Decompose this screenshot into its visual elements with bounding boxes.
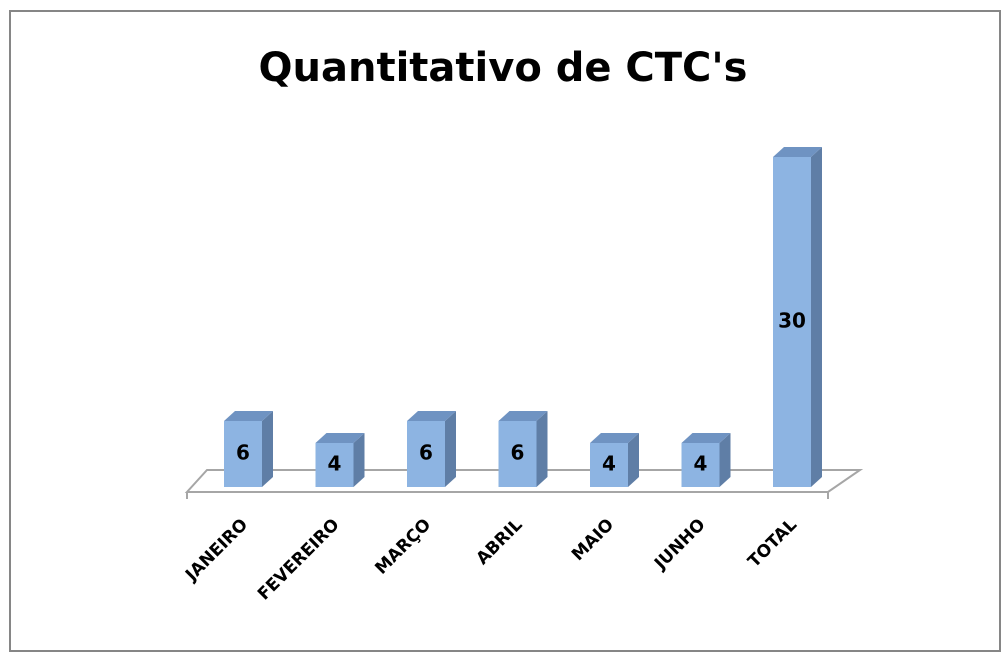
bar	[498, 421, 537, 487]
bar-side	[353, 433, 365, 487]
data-label: 4	[694, 452, 708, 476]
bar-top	[590, 433, 639, 443]
bar	[224, 421, 262, 487]
bar	[590, 443, 628, 487]
bar	[773, 157, 811, 487]
data-label: 6	[236, 441, 250, 465]
data-label: 30	[778, 309, 806, 333]
data-label: 4	[328, 452, 342, 476]
bar-side	[262, 411, 273, 487]
bar	[681, 443, 720, 487]
bar	[407, 421, 445, 487]
bar	[315, 443, 354, 487]
bar-top	[224, 411, 273, 421]
bar-side	[536, 411, 548, 487]
data-label: 4	[602, 452, 616, 476]
data-label: 6	[419, 441, 433, 465]
bar-top	[407, 411, 456, 421]
bar-side	[811, 147, 822, 487]
chart-border	[9, 10, 1001, 652]
bar-side	[628, 433, 639, 487]
bar-top	[315, 433, 365, 443]
bar-side	[719, 433, 731, 487]
chart-title: Quantitativo de CTC's	[259, 45, 748, 91]
bar-side	[445, 411, 456, 487]
bar-top	[498, 411, 548, 421]
bar-top	[773, 147, 822, 157]
bar-top	[681, 433, 731, 443]
data-label: 6	[511, 441, 525, 465]
